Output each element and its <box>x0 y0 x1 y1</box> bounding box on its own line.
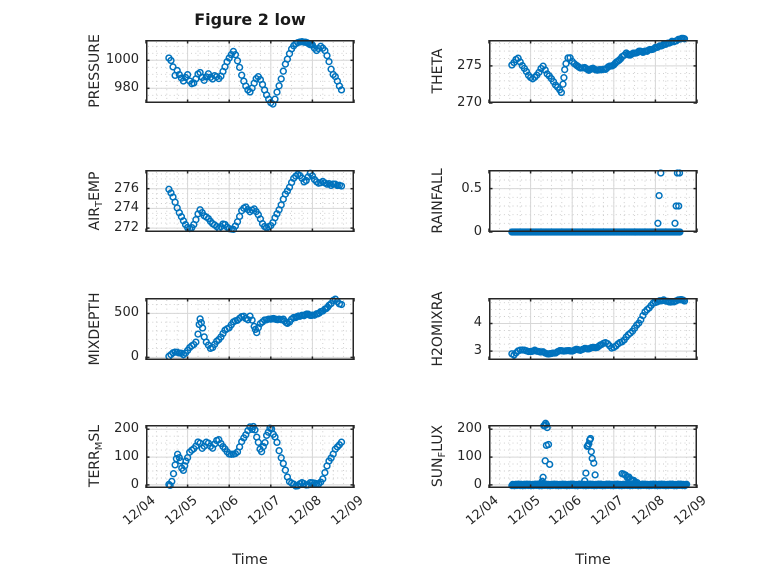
axes-box <box>488 170 698 233</box>
y-tick-label: 100 <box>114 449 139 465</box>
axes-box <box>145 40 355 103</box>
theta-plot-area <box>488 34 698 104</box>
axes-box <box>488 40 698 104</box>
minor-grid <box>491 172 695 230</box>
y-tick-label: 200 <box>114 421 139 437</box>
subplot-air-temp <box>145 169 355 234</box>
y-tick-label: 200 <box>457 421 482 437</box>
air-temp-plot-area <box>145 169 355 234</box>
y-tick-label: 500 <box>114 305 139 321</box>
terr-msl-plot-area <box>145 422 355 490</box>
y-tick-label: 0 <box>473 476 482 492</box>
axes-box <box>145 425 355 488</box>
subplot-pressure <box>145 37 355 108</box>
subplot-mixdepth <box>145 295 355 360</box>
pressure-plot-area <box>145 37 355 108</box>
data-point-markers <box>508 296 689 359</box>
y-tick-label: 275 <box>457 57 482 73</box>
subplot-rainfall <box>488 169 698 236</box>
axes-box <box>488 298 698 360</box>
data-point-markers <box>508 169 684 236</box>
data-point-markers <box>165 295 346 360</box>
y-tick-label: 3 <box>473 343 482 359</box>
y-tick-label: 274 <box>114 200 139 216</box>
x-axis-label-right: Time <box>575 552 611 568</box>
subplot-theta <box>488 34 698 104</box>
data-point-markers <box>165 169 346 234</box>
minor-grid <box>148 172 352 230</box>
y-tick-label: 980 <box>114 80 139 96</box>
y-tick-label: 270 <box>457 95 482 110</box>
y-tick-label: 272 <box>114 220 139 236</box>
data-point-markers <box>508 34 689 97</box>
subplot-h2omixra <box>488 296 698 360</box>
y-tick-label: 0 <box>130 349 139 365</box>
x-axis-label-left: Time <box>232 552 268 568</box>
subplot-sun-flux <box>488 419 698 490</box>
axes-box <box>145 170 355 232</box>
axes-box <box>488 425 698 488</box>
data-point-markers <box>508 419 691 490</box>
major-grid <box>489 170 697 232</box>
axes-box <box>145 298 355 360</box>
y-tick-label: 0 <box>473 224 482 239</box>
sun-flux-plot-area <box>488 419 698 490</box>
y-tick-label: 100 <box>457 449 482 465</box>
y-tick-label: 0 <box>130 476 139 492</box>
major-grid <box>489 425 697 488</box>
y-tick-label: 276 <box>114 180 139 196</box>
subplot-terr-msl <box>145 422 355 490</box>
y-tick-label: 0.5 <box>461 180 482 196</box>
data-point-markers <box>165 37 346 108</box>
y-tick-label: 1000 <box>105 52 139 68</box>
figure-title: Figure 2 low <box>194 10 306 29</box>
y-tick-label: 4 <box>473 315 482 331</box>
h2omixra-plot-area <box>488 296 698 360</box>
rainfall-plot-area <box>488 169 698 236</box>
data-point-markers <box>165 422 346 490</box>
mixdepth-plot-area <box>145 295 355 360</box>
